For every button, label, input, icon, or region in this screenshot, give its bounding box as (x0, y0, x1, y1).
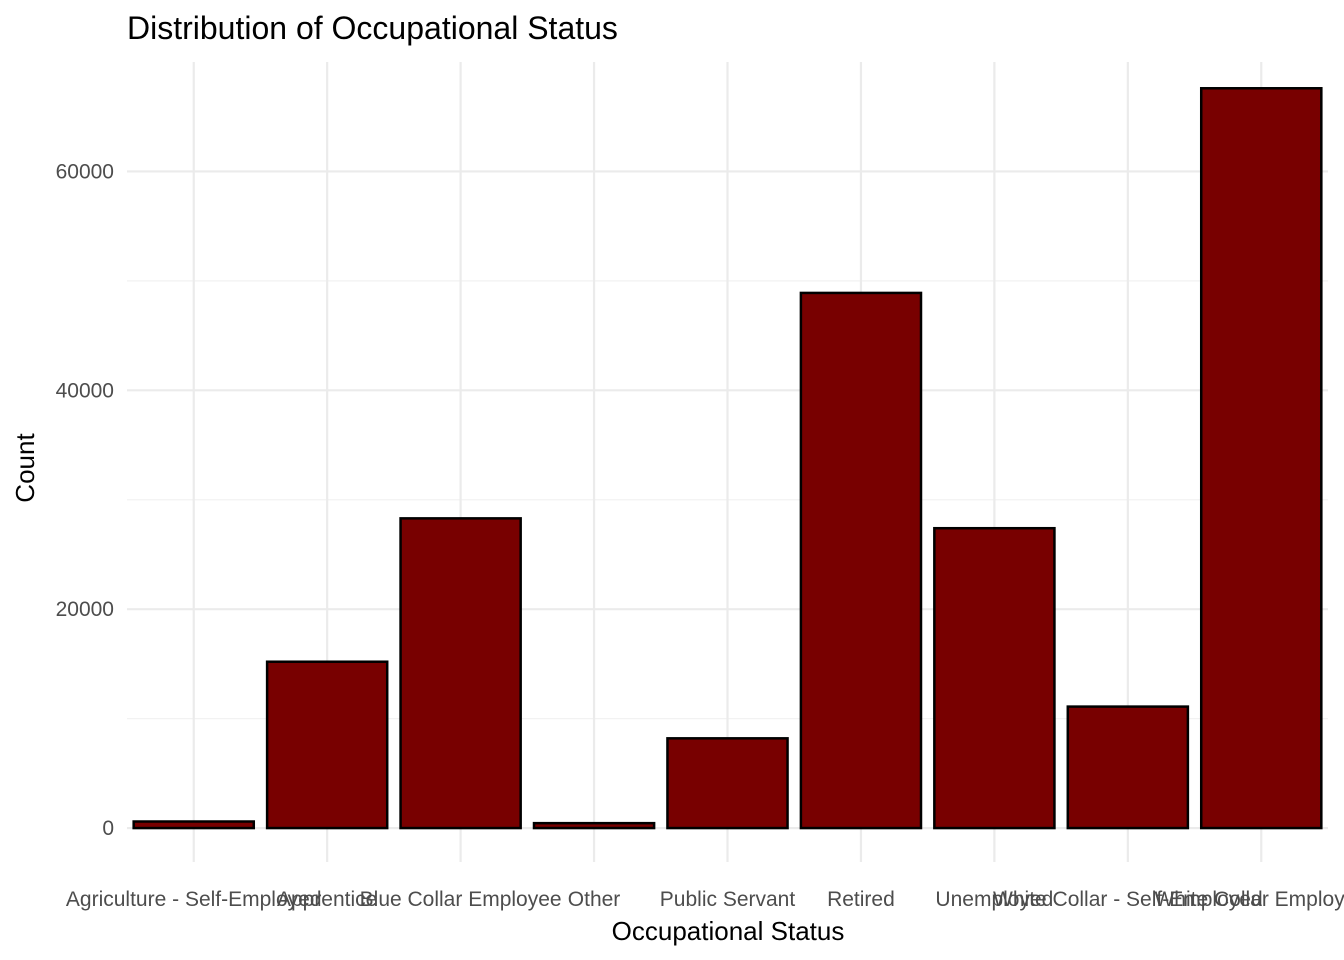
x-tick-label: Unemployed (935, 888, 1053, 911)
bar (933, 526, 1056, 830)
y-axis-title: Count (10, 433, 40, 503)
y-tick-label: 40000 (56, 379, 114, 402)
y-axis-ticks: 0 20000 40000 60000 (56, 160, 114, 840)
bar (532, 821, 656, 830)
bar (799, 291, 923, 830)
x-tick-label: White Collar - Self-Employed (993, 888, 1263, 911)
x-tick-label: Apprentice (277, 888, 377, 911)
x-axis-title: Occupational Status (612, 916, 845, 946)
bar (666, 737, 789, 830)
bar (265, 660, 389, 830)
x-tick-label: White Collar Employee (1154, 888, 1344, 911)
x-axis-ticks: Agriculture - Self-EmployedApprenticeBlu… (66, 888, 1344, 911)
bar (1199, 87, 1323, 830)
x-tick-label: Blue Collar Employee (360, 888, 562, 911)
bars (132, 87, 1323, 830)
x-tick-label: Agriculture - Self-Employed (66, 888, 322, 911)
x-tick-label: Other (568, 888, 621, 911)
bar (1066, 705, 1190, 830)
y-tick-label: 60000 (56, 160, 114, 183)
bar (399, 517, 522, 830)
chart-title: Distribution of Occupational Status (127, 10, 618, 46)
x-tick-label: Public Servant (660, 888, 796, 911)
y-tick-label: 20000 (56, 598, 114, 621)
y-tick-label: 0 (102, 817, 114, 840)
x-tick-label: Retired (827, 888, 895, 911)
bar (132, 820, 256, 830)
